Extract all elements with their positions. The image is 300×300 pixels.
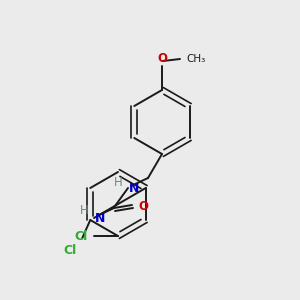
Text: N: N	[129, 182, 140, 194]
Text: N: N	[95, 212, 105, 224]
Text: H: H	[80, 203, 88, 217]
Text: H: H	[114, 176, 122, 188]
Text: Cl: Cl	[63, 244, 76, 257]
Text: CH₃: CH₃	[186, 54, 205, 64]
Text: Cl: Cl	[75, 230, 88, 242]
Text: O: O	[138, 200, 148, 212]
Text: O: O	[157, 52, 167, 65]
